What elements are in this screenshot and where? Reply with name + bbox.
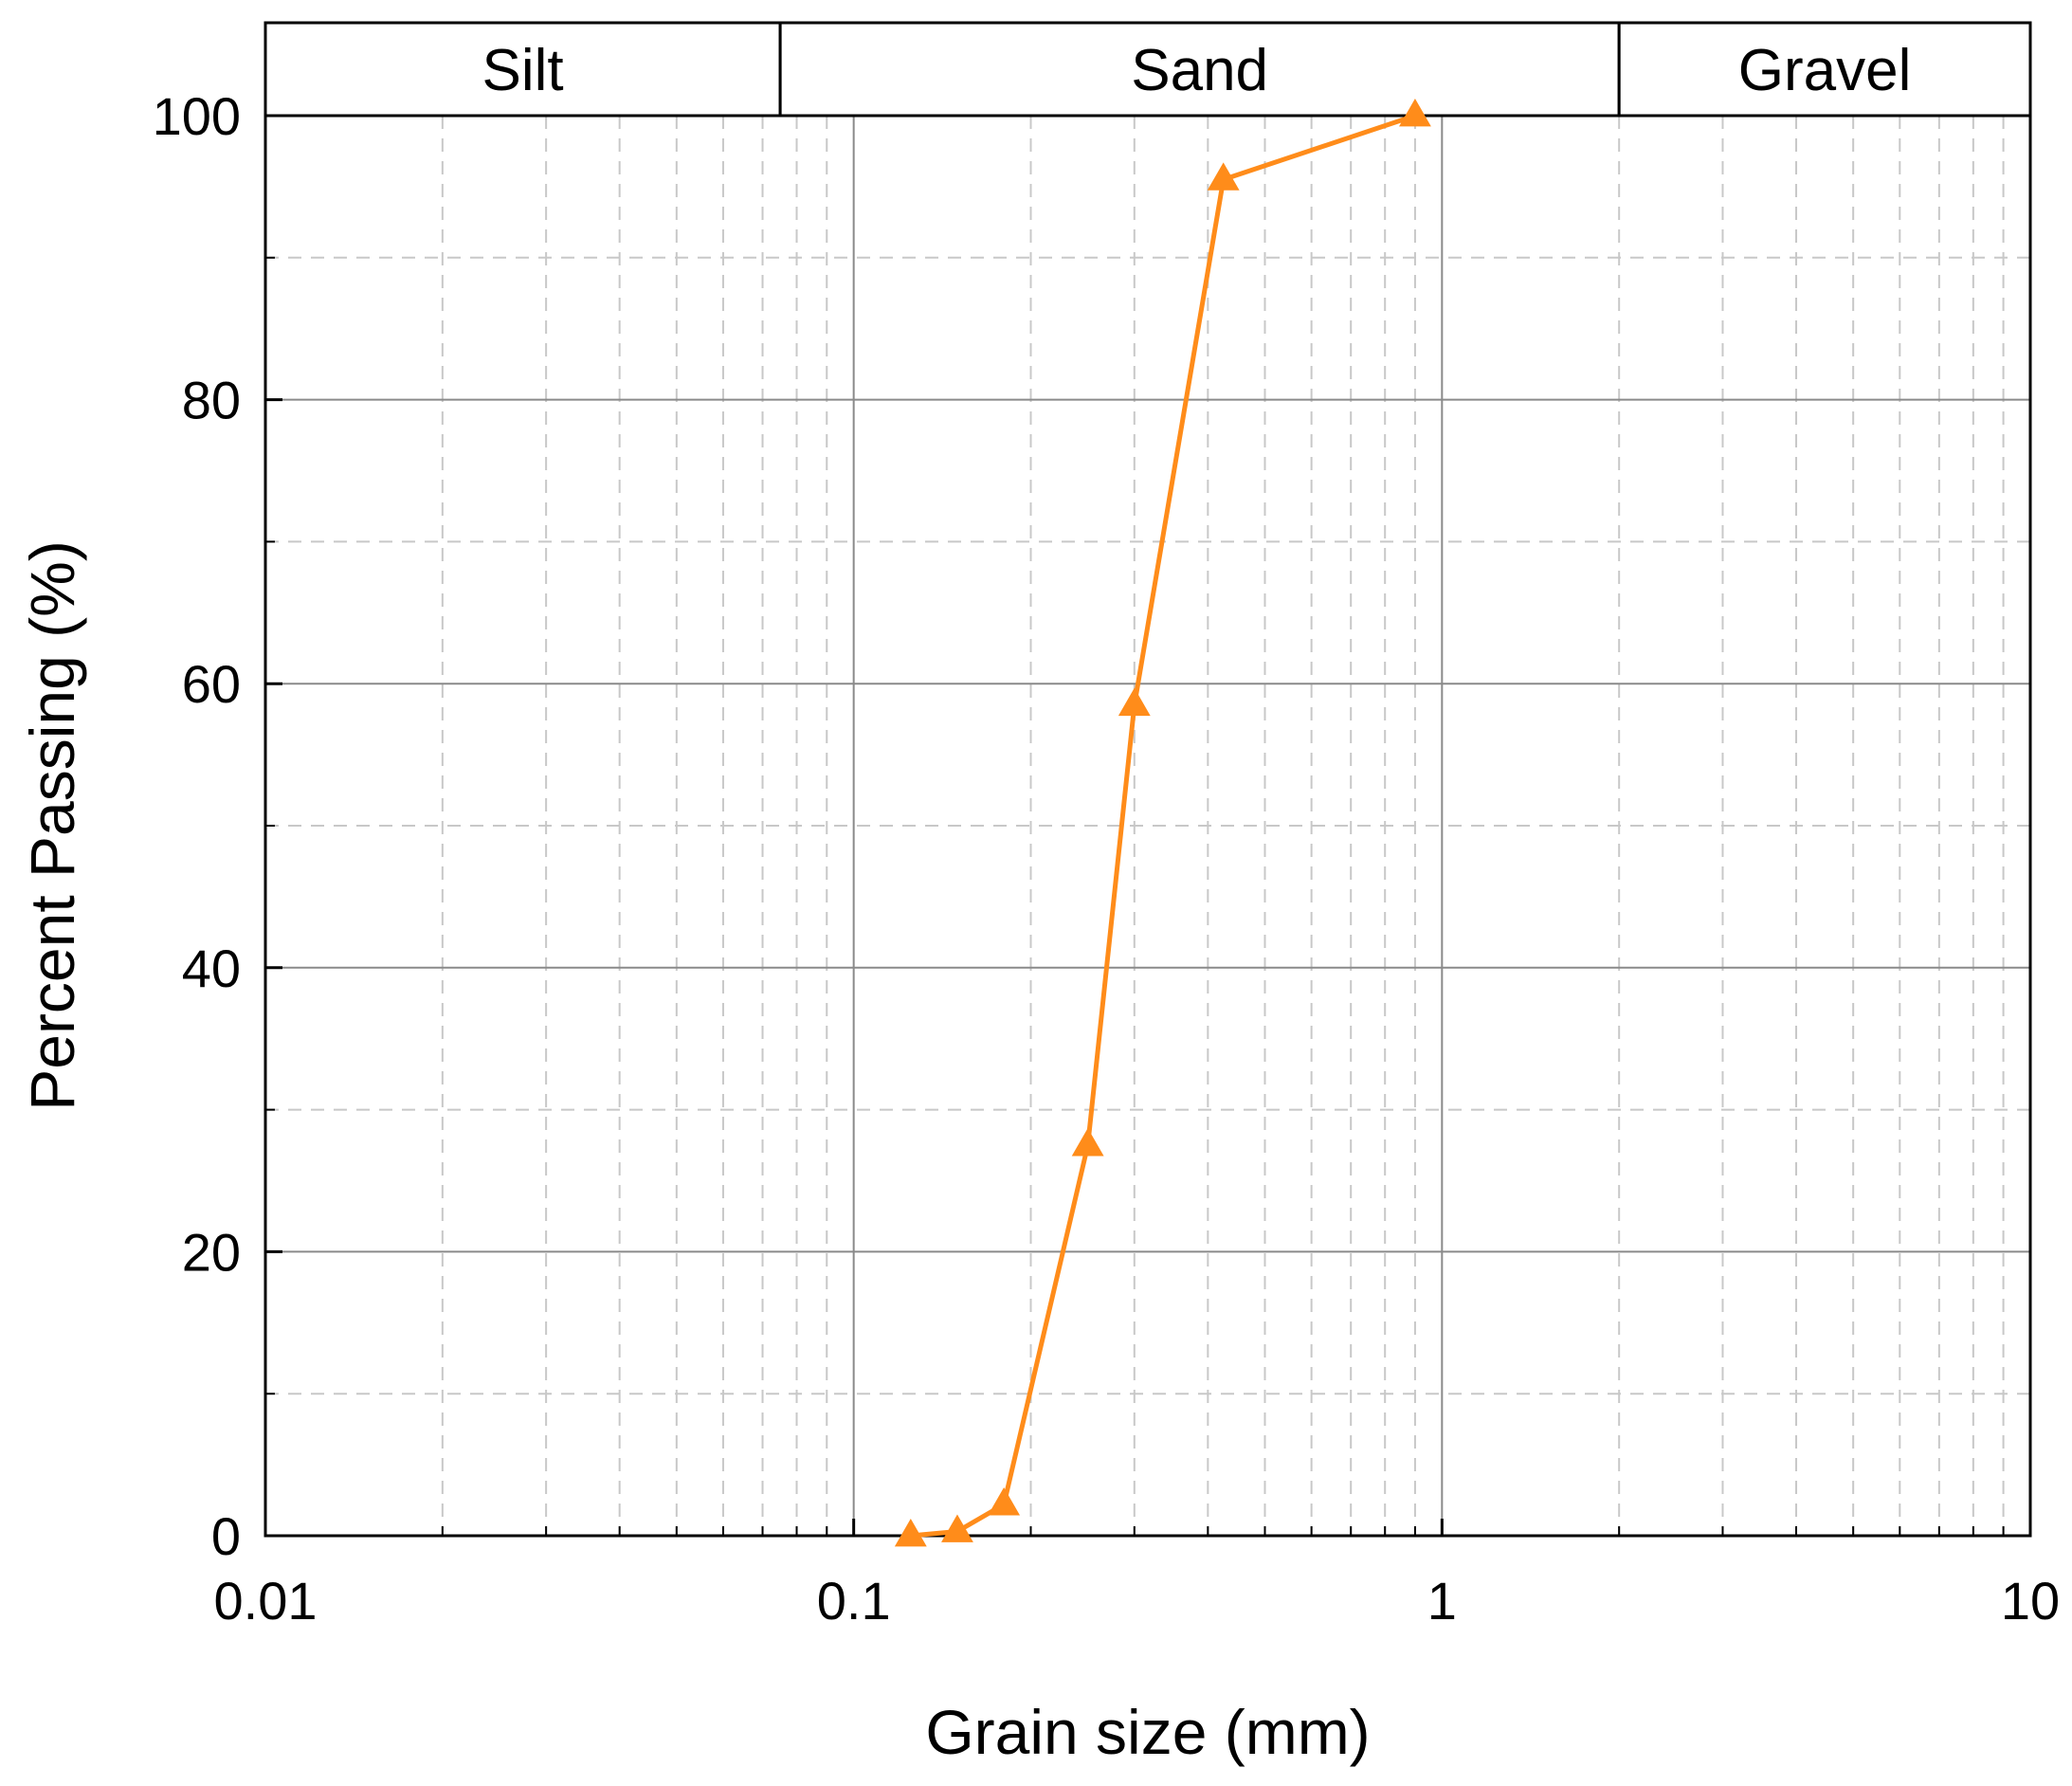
data-point-marker xyxy=(941,1514,973,1542)
y-axis-title: Percent Passing (%) xyxy=(17,540,87,1111)
y-tick-label: 40 xyxy=(182,939,241,998)
data-point-marker xyxy=(1071,1128,1104,1157)
soil-class-cell xyxy=(778,21,1621,118)
soil-class-label: Sand xyxy=(1131,38,1268,103)
x-tick-label: 0.01 xyxy=(214,1571,318,1631)
x-axis-title: Grain size (mm) xyxy=(925,1697,1370,1767)
major-gridlines xyxy=(264,115,2031,1537)
soil-class-label: Silt xyxy=(482,38,563,103)
data-point-marker xyxy=(1399,98,1431,127)
y-tick-label: 100 xyxy=(153,86,241,146)
soil-class-cell xyxy=(264,21,782,118)
series-layer xyxy=(894,98,1431,1547)
y-tick-label: 60 xyxy=(182,654,241,714)
data-point-marker xyxy=(988,1487,1021,1516)
y-tick-label: 20 xyxy=(182,1222,241,1282)
y-tick-labels: 0 20 40 60 80 100 xyxy=(153,86,241,1566)
soil-class-band: Silt Sand Gravel xyxy=(264,21,2032,118)
minor-gridlines xyxy=(265,116,2030,1536)
y-tick-label: 80 xyxy=(182,371,241,430)
x-tick-label: 10 xyxy=(2001,1571,2060,1631)
x-tick-label: 0.1 xyxy=(817,1571,891,1631)
axis-ticks xyxy=(264,114,2032,1538)
soil-class-label: Gravel xyxy=(1738,38,1912,103)
data-point-marker xyxy=(1207,162,1240,191)
data-point-marker xyxy=(894,1518,927,1547)
y-tick-label: 0 xyxy=(211,1506,241,1566)
x-tick-labels: 0.01 0.1 1 10 xyxy=(214,1571,2061,1631)
data-point-marker xyxy=(1118,687,1151,717)
plot-frame xyxy=(264,114,2032,1538)
x-tick-label: 1 xyxy=(1427,1571,1457,1631)
